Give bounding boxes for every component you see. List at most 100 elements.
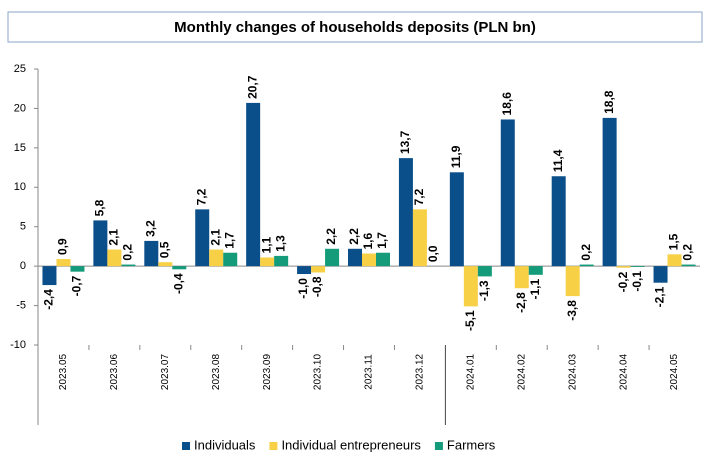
x-tick-label: 2023.07 bbox=[160, 353, 171, 390]
bar bbox=[362, 253, 376, 267]
value-label: -2,4 bbox=[42, 289, 56, 310]
value-label: 0,2 bbox=[121, 244, 135, 261]
value-label: -5,1 bbox=[463, 310, 477, 331]
value-label: 7,2 bbox=[412, 188, 426, 205]
legend-label: Farmers bbox=[447, 437, 496, 452]
bar bbox=[42, 266, 57, 286]
bar bbox=[449, 172, 464, 267]
bar bbox=[514, 266, 529, 289]
y-tick-label: -5 bbox=[16, 299, 26, 311]
y-tick-label: 5 bbox=[20, 221, 26, 233]
value-label: -1,0 bbox=[296, 278, 310, 299]
value-label: -0,2 bbox=[616, 271, 630, 292]
bar bbox=[121, 264, 136, 267]
value-label: -0,8 bbox=[310, 276, 324, 297]
value-label: 3,2 bbox=[143, 220, 157, 237]
y-tick-label: 25 bbox=[14, 63, 26, 75]
bar bbox=[107, 249, 122, 267]
y-tick-label: -10 bbox=[10, 339, 26, 351]
value-label: 2,2 bbox=[324, 228, 338, 245]
x-tick-label: 2024.05 bbox=[669, 353, 680, 390]
bar bbox=[376, 252, 390, 267]
value-label: -0,7 bbox=[70, 275, 84, 296]
value-label: 0,5 bbox=[157, 241, 171, 258]
legend-swatch bbox=[434, 442, 443, 450]
bar bbox=[56, 259, 71, 267]
bar bbox=[412, 209, 427, 267]
bar bbox=[551, 176, 566, 267]
bar bbox=[565, 266, 580, 297]
bar bbox=[246, 102, 261, 267]
value-label: 0,9 bbox=[56, 238, 70, 255]
bar bbox=[398, 158, 413, 267]
bar bbox=[195, 209, 210, 267]
y-tick-label: 10 bbox=[14, 181, 26, 193]
bar bbox=[463, 266, 478, 307]
value-label: 1,3 bbox=[273, 235, 287, 252]
value-label: 13,7 bbox=[398, 130, 412, 154]
bar bbox=[223, 252, 238, 267]
bar bbox=[311, 266, 326, 273]
value-label: 11,4 bbox=[551, 149, 565, 172]
legend-swatch bbox=[269, 442, 278, 450]
bar bbox=[681, 264, 696, 267]
x-tick-label: 2024.01 bbox=[465, 353, 476, 390]
legend-label: Individual entrepreneurs bbox=[281, 437, 421, 452]
value-label: 2,1 bbox=[107, 229, 121, 246]
chart-title: Monthly changes of households deposits (… bbox=[174, 19, 536, 36]
value-label: 7,2 bbox=[194, 188, 208, 205]
x-tick-label: 2023.06 bbox=[109, 353, 120, 390]
bar bbox=[602, 117, 617, 267]
value-label: -1,1 bbox=[528, 279, 542, 300]
x-tick-label: 2024.03 bbox=[567, 353, 578, 390]
x-tick-label: 2023.12 bbox=[415, 353, 426, 390]
value-label: 0,0 bbox=[426, 245, 440, 262]
bar bbox=[144, 240, 159, 267]
bar bbox=[348, 248, 362, 267]
value-label: 1,7 bbox=[222, 232, 236, 249]
value-label: 20,7 bbox=[245, 75, 259, 99]
value-label: 2,1 bbox=[208, 229, 222, 246]
x-tick-label: 2023.11 bbox=[364, 354, 375, 390]
bar bbox=[274, 255, 289, 267]
x-tick-label: 2024.02 bbox=[516, 353, 527, 390]
x-tick-label: 2023.05 bbox=[58, 353, 69, 390]
value-label: 2,2 bbox=[347, 228, 361, 245]
value-label: 18,6 bbox=[500, 92, 514, 116]
bar bbox=[630, 266, 645, 267]
bar bbox=[172, 266, 187, 270]
x-tick-label: 2023.08 bbox=[211, 353, 222, 390]
value-label: -0,1 bbox=[630, 271, 644, 292]
value-label: -2,1 bbox=[653, 286, 667, 307]
value-label: 1,6 bbox=[361, 233, 375, 250]
bar bbox=[616, 266, 631, 268]
value-label: 5,8 bbox=[93, 199, 107, 216]
bar bbox=[209, 249, 224, 267]
y-tick-label: 20 bbox=[14, 102, 26, 114]
value-label: 1,1 bbox=[259, 236, 273, 253]
value-label: 0,2 bbox=[681, 244, 695, 261]
value-label: 1,5 bbox=[667, 233, 681, 250]
legend-label: Individuals bbox=[194, 437, 256, 452]
bar bbox=[500, 119, 515, 267]
bar bbox=[653, 266, 668, 283]
bar bbox=[158, 262, 173, 267]
bar bbox=[325, 248, 340, 267]
value-label: 1,7 bbox=[375, 232, 389, 249]
bar bbox=[297, 266, 312, 275]
value-label: 11,9 bbox=[449, 145, 463, 168]
value-label: -0,4 bbox=[171, 273, 185, 294]
bar bbox=[477, 266, 492, 277]
bar bbox=[528, 266, 543, 275]
value-label: -1,3 bbox=[477, 280, 491, 301]
value-label: 0,2 bbox=[579, 244, 593, 261]
y-tick-label: 0 bbox=[20, 260, 26, 272]
value-label: -3,8 bbox=[565, 300, 579, 321]
bar bbox=[260, 257, 275, 267]
x-tick-label: 2023.09 bbox=[262, 353, 273, 390]
value-label: 18,8 bbox=[602, 90, 616, 114]
legend-swatch bbox=[182, 442, 190, 450]
value-label: -2,8 bbox=[514, 292, 528, 313]
bar bbox=[579, 264, 594, 267]
